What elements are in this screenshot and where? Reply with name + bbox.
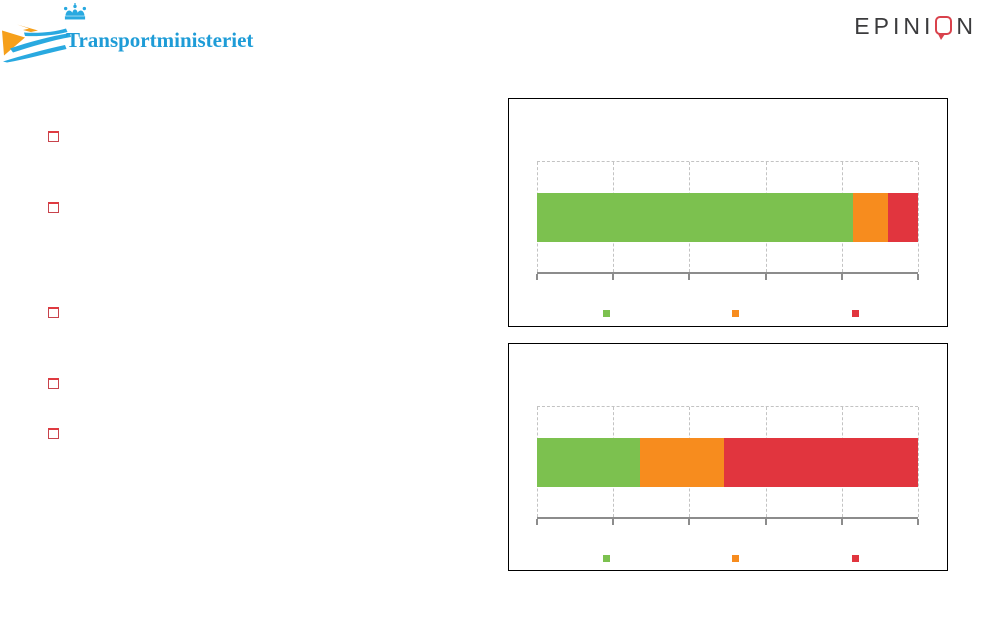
bullet-item [48,307,59,318]
axis-tick [917,519,919,525]
speech-bubble-tail [938,33,946,40]
speech-bubble-o-icon [935,15,953,40]
legend-swatch-green [603,555,610,562]
bar-segment-red [723,438,918,487]
crown-icon [63,3,87,20]
legend-swatch-red [852,310,859,317]
legend-swatch-red [852,555,859,562]
legend-swatch-green [603,310,610,317]
bullet-item [48,378,59,389]
transportministeriet-logo: Transportministeriet [0,0,270,72]
x-axis [536,517,919,525]
x-axis [536,272,919,280]
legend [537,310,918,320]
roads-swoosh-icon [2,24,71,63]
stacked-bar [537,438,918,487]
bar-segment-green [537,438,640,487]
bar-segment-green [537,193,854,242]
bar-segment-red [887,193,918,242]
plot-area [536,161,919,280]
bar-segment-orange [853,193,888,242]
axis-tick [764,519,767,525]
axis-tick [536,519,538,525]
bar-segment-orange [639,438,724,487]
transportministeriet-wordmark: Transportministeriet [66,28,254,52]
grid-line [918,407,919,517]
axis-tick [612,274,615,280]
legend [537,555,918,565]
grid-line [918,162,919,272]
legend-swatch-orange [732,310,739,317]
axis-tick [536,274,538,280]
chart-panel-top [508,98,948,327]
bullet-item [48,131,59,142]
axis-tick [764,274,767,280]
stacked-bar [537,193,918,242]
axis-tick [688,274,691,280]
axis-tick [688,519,691,525]
plot-area [536,406,919,525]
axis-tick [840,519,843,525]
epinion-text-right: N [956,12,977,39]
axis-tick [917,274,919,280]
axis-tick [612,519,615,525]
legend-swatch-orange [732,555,739,562]
bullet-item [48,202,59,213]
chart-panel-bottom [508,343,948,571]
epinion-logo: EPINI N [854,12,977,40]
epinion-text-left: EPINI [854,12,935,39]
axis-tick [840,274,843,280]
bullet-item [48,428,59,439]
